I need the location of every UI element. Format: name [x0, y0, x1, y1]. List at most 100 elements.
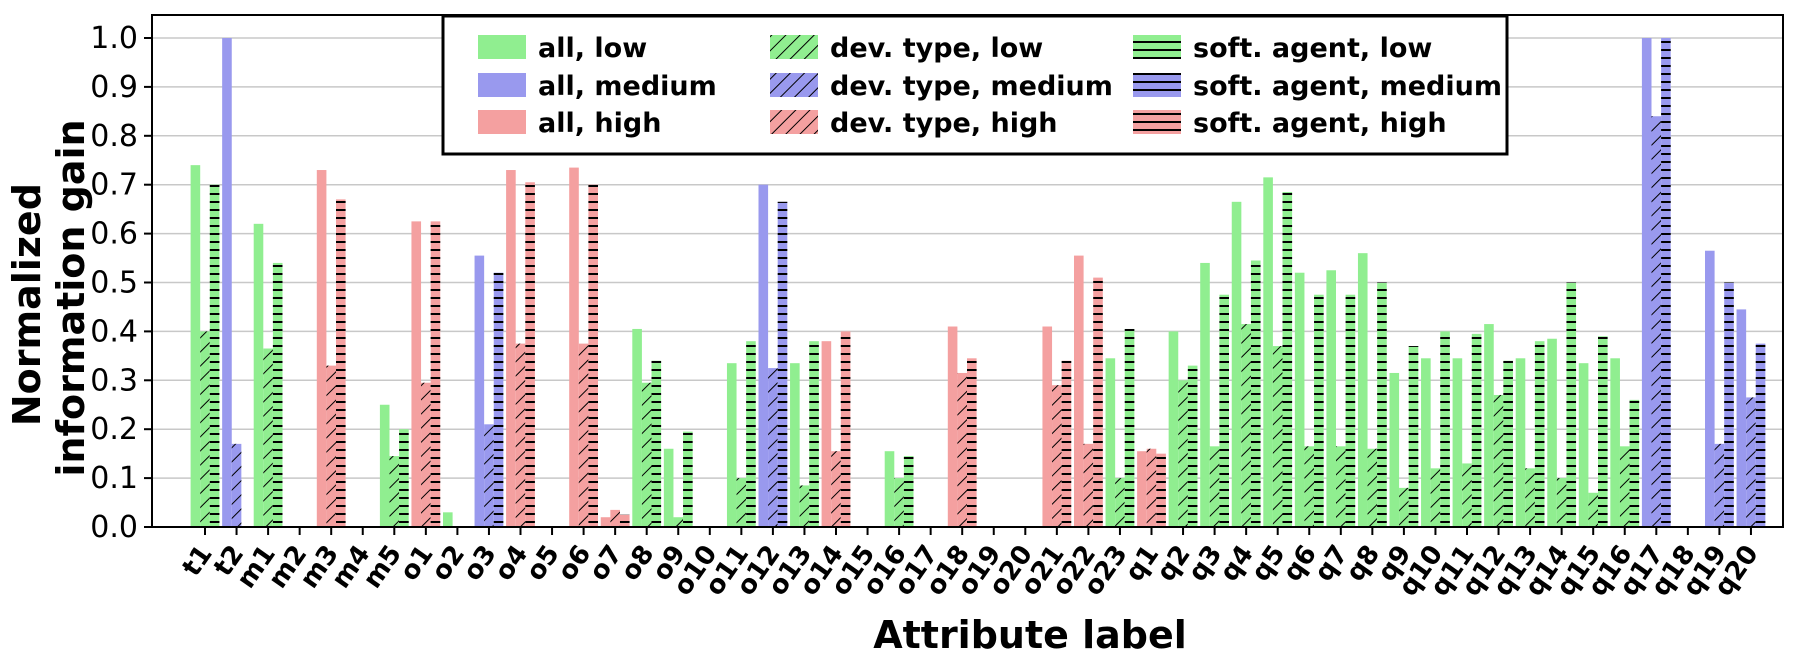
- bar-hatch-dev-type-o9: [673, 517, 684, 527]
- bar-hatch-dev-type-t1: [200, 331, 210, 527]
- x-axis-ticks: t1t2m1m2m3m4m5o1o2o3o4o5o6o7o8o9o10o11o1…: [177, 527, 1765, 602]
- bar-all-o4: [506, 170, 516, 527]
- bar-hatch-soft-agent-o21: [1061, 360, 1072, 527]
- bar-all-q6: [1294, 272, 1305, 527]
- legend-label: dev. type, high: [830, 108, 1058, 139]
- bar-all-q5: [1263, 177, 1273, 528]
- bar-all-m5: [379, 404, 390, 527]
- bar-all-q12: [1484, 324, 1494, 527]
- bar-all-q13: [1515, 358, 1526, 527]
- legend-box: [441, 14, 1509, 156]
- bar-hatch-dev-type-o21: [1052, 385, 1062, 527]
- bar-hatch-soft-agent-o11: [746, 341, 756, 527]
- bar-hatch-dev-type-q7: [1336, 446, 1346, 527]
- y-tick-label: 0.0: [90, 510, 138, 545]
- y-axis-ticks: 0.0 0.1 0.2 0.3 0.4 0.5 0.6 0.7 0.8 0.9 1.0: [90, 21, 152, 545]
- y-tick-label: 1.0: [90, 21, 138, 56]
- bar-hatch-soft-agent-q6: [1314, 294, 1324, 527]
- bar-all-t2: [222, 38, 232, 527]
- bar-hatch-soft-agent-o7: [619, 514, 630, 527]
- bar-hatch-soft-agent-o8: [651, 360, 662, 527]
- bar-all-o9: [663, 448, 674, 527]
- bar-hatch-soft-agent-m1: [272, 262, 283, 527]
- y-tick-label: 0.3: [90, 363, 138, 398]
- legend-swatch-all-high: [478, 110, 526, 134]
- legend-label: dev. type, medium: [830, 71, 1113, 102]
- bar-hatch-soft-agent-q10: [1440, 331, 1450, 527]
- bar-hatch-dev-type-q19: [1714, 443, 1725, 527]
- bar-all-o22: [1074, 255, 1084, 528]
- bar-all-o16: [884, 451, 895, 527]
- bar-all-q19: [1705, 250, 1715, 527]
- bar-hatch-dev-type-o13: [799, 485, 810, 527]
- legend-label: soft. agent, medium: [1193, 71, 1502, 102]
- bar-hatch-dev-type-o12: [768, 368, 778, 527]
- bar-hatch-soft-agent-q17: [1661, 38, 1671, 527]
- bar-hatch-soft-agent-q16: [1629, 399, 1640, 527]
- bar-hatch-soft-agent-q5: [1282, 192, 1293, 527]
- legend-label: all, low: [538, 33, 647, 64]
- bar-hatch-soft-agent-q12: [1503, 360, 1513, 527]
- bar-all-o18: [947, 326, 958, 527]
- bar-hatch-dev-type-q15: [1588, 492, 1598, 527]
- bars: [190, 38, 1766, 528]
- bar-all-m3: [316, 170, 327, 527]
- bar-all-q3: [1200, 262, 1210, 527]
- legend-swatch-all-low: [478, 35, 526, 59]
- bar-hatch-dev-type-q11: [1462, 463, 1472, 527]
- bar-all-o1: [411, 221, 422, 527]
- y-tick-label: 0.5: [90, 266, 138, 301]
- bar-hatch-soft-agent-q19: [1724, 282, 1734, 527]
- bar-all-o6: [569, 167, 579, 527]
- bar-all-q16: [1610, 358, 1620, 527]
- legend-swatch-hatch: [1133, 110, 1181, 134]
- bar-all-q17: [1641, 38, 1652, 527]
- bar-hatch-soft-agent-q1: [1156, 453, 1166, 527]
- bar-hatch-dev-type-o3: [484, 424, 494, 527]
- legend-label: soft. agent, high: [1193, 108, 1447, 139]
- bar-hatch-dev-type-q16: [1619, 446, 1630, 527]
- bar-hatch-soft-agent-o13: [809, 341, 819, 527]
- bar-all-q14: [1547, 338, 1557, 527]
- bar-hatch-dev-type-q20: [1746, 397, 1756, 527]
- bar-hatch-dev-type-o23: [1115, 478, 1125, 527]
- legend-label: dev. type, low: [830, 33, 1043, 64]
- bar-hatch-soft-agent-o4: [525, 182, 535, 527]
- bar-hatch-soft-agent-q8: [1377, 282, 1387, 527]
- bar-hatch-dev-type-o8: [641, 382, 652, 527]
- bar-hatch-dev-type-m3: [326, 365, 336, 527]
- y-tick-label: 0.8: [90, 119, 138, 154]
- bar-all-q11: [1452, 358, 1463, 527]
- bar-hatch-soft-agent-m3: [336, 199, 346, 527]
- bar-hatch-dev-type-o1: [421, 382, 431, 527]
- bar-all-m1: [253, 223, 264, 527]
- y-tick-label: 0.4: [90, 314, 138, 349]
- bar-all-o12: [758, 184, 769, 527]
- legend-swatch-hatch: [1133, 73, 1181, 97]
- bar-all-q2: [1168, 331, 1179, 527]
- legend-swatch-hatch: [1133, 35, 1181, 59]
- legend: all, low all, medium all, high dev. type, l…: [441, 14, 1509, 156]
- bar-hatch-dev-type-o11: [736, 478, 747, 527]
- y-tick-label: 0.7: [90, 168, 138, 203]
- bar-hatch-soft-agent-o22: [1093, 277, 1103, 527]
- bar-hatch-dev-type-q10: [1430, 468, 1441, 527]
- bar-hatch-soft-agent-o6: [588, 184, 598, 527]
- bar-all-q10: [1421, 358, 1431, 527]
- legend-label: all, high: [538, 108, 661, 139]
- bar-hatch-dev-type-t2: [231, 443, 242, 527]
- bar-hatch-soft-agent-q7: [1345, 294, 1356, 527]
- bar-hatch-dev-type-q4: [1241, 324, 1251, 527]
- bar-hatch-dev-type-q3: [1209, 446, 1220, 527]
- bar-all-o8: [632, 328, 642, 527]
- bar-hatch-soft-agent-o16: [903, 456, 914, 527]
- bar-hatch-soft-agent-q13: [1534, 341, 1545, 527]
- bar-hatch-soft-agent-o1: [430, 221, 441, 527]
- bar-hatch-soft-agent-q15: [1598, 336, 1608, 527]
- bar-hatch-soft-agent-q11: [1471, 333, 1482, 527]
- bar-all-o14: [821, 341, 832, 527]
- bar-hatch-dev-type-o16: [894, 478, 904, 527]
- bar-hatch-dev-type-o7: [610, 509, 620, 527]
- y-axis-title-line-2: information gain: [49, 119, 93, 476]
